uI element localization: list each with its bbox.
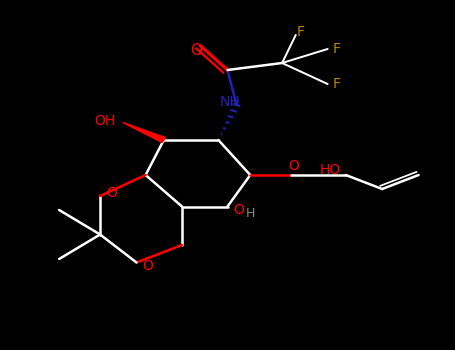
Text: HO: HO <box>319 163 340 177</box>
Text: H: H <box>246 207 255 220</box>
Text: F: F <box>333 77 341 91</box>
Text: O: O <box>190 43 202 58</box>
Text: O: O <box>106 186 117 200</box>
Text: NH: NH <box>219 94 240 108</box>
Text: F: F <box>333 42 341 56</box>
Text: O: O <box>142 259 153 273</box>
Text: F: F <box>296 25 304 38</box>
Polygon shape <box>123 122 166 142</box>
Text: O: O <box>288 159 299 173</box>
Text: O: O <box>233 203 244 217</box>
Text: OH: OH <box>94 114 115 128</box>
